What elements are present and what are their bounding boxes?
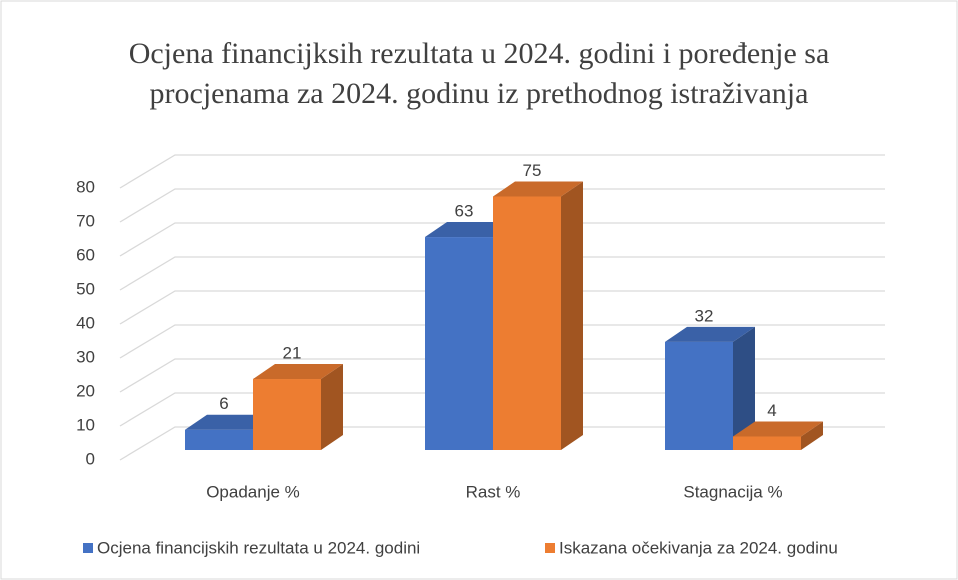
grid-line: [119, 154, 885, 189]
y-tick-label: 20: [76, 381, 95, 400]
chart-title: procjenama za 2024. godinu iz prethodnog…: [150, 77, 809, 110]
bar-top: [733, 421, 823, 437]
grid-line: [119, 188, 885, 223]
grid-line: [119, 426, 885, 461]
bar-side: [801, 421, 823, 450]
bar: [253, 379, 321, 450]
bar-side: [733, 326, 755, 450]
bar-top: [253, 364, 343, 380]
data-label: 21: [283, 344, 302, 363]
bar: [185, 429, 253, 450]
grid-line: [119, 358, 885, 393]
legend-label: Iskazana očekivanja za 2024. godinu: [559, 538, 838, 557]
grid-line: [119, 290, 885, 325]
legend-swatch: [83, 543, 93, 553]
bar-top: [425, 222, 515, 238]
bar-top: [493, 181, 583, 197]
grid-line: [119, 222, 885, 257]
data-label: 4: [767, 401, 776, 420]
x-tick-label: Stagnacija %: [683, 482, 782, 501]
bar: [733, 436, 801, 450]
y-tick-label: 50: [76, 279, 95, 298]
y-tick-label: 40: [76, 313, 95, 332]
y-tick-label: 70: [76, 211, 95, 230]
chart-title: Ocjena financijksih rezultata u 2024. go…: [129, 37, 830, 70]
bar: [493, 196, 561, 450]
legend-swatch: [545, 543, 555, 553]
data-label: 63: [455, 202, 474, 221]
x-tick-label: Rast %: [466, 482, 521, 501]
y-tick-label: 60: [76, 245, 95, 264]
grid-line: [119, 392, 885, 427]
y-tick-label: 30: [76, 347, 95, 366]
y-tick-label: 80: [76, 177, 95, 196]
bar: [665, 341, 733, 450]
grid-line: [119, 256, 885, 291]
data-label: 32: [695, 306, 714, 325]
grid-line: [119, 324, 885, 359]
bar-side: [321, 364, 343, 450]
bar: [425, 237, 493, 450]
bar-top: [185, 414, 275, 430]
y-tick-label: 10: [76, 415, 95, 434]
bar-side: [561, 181, 583, 450]
x-tick-label: Opadanje %: [206, 482, 300, 501]
y-tick-label: 0: [86, 449, 95, 468]
data-label: 6: [219, 394, 228, 413]
legend-label: Ocjena financijskih rezultata u 2024. go…: [97, 538, 420, 557]
data-label: 75: [523, 161, 542, 180]
bar-top: [665, 326, 755, 342]
